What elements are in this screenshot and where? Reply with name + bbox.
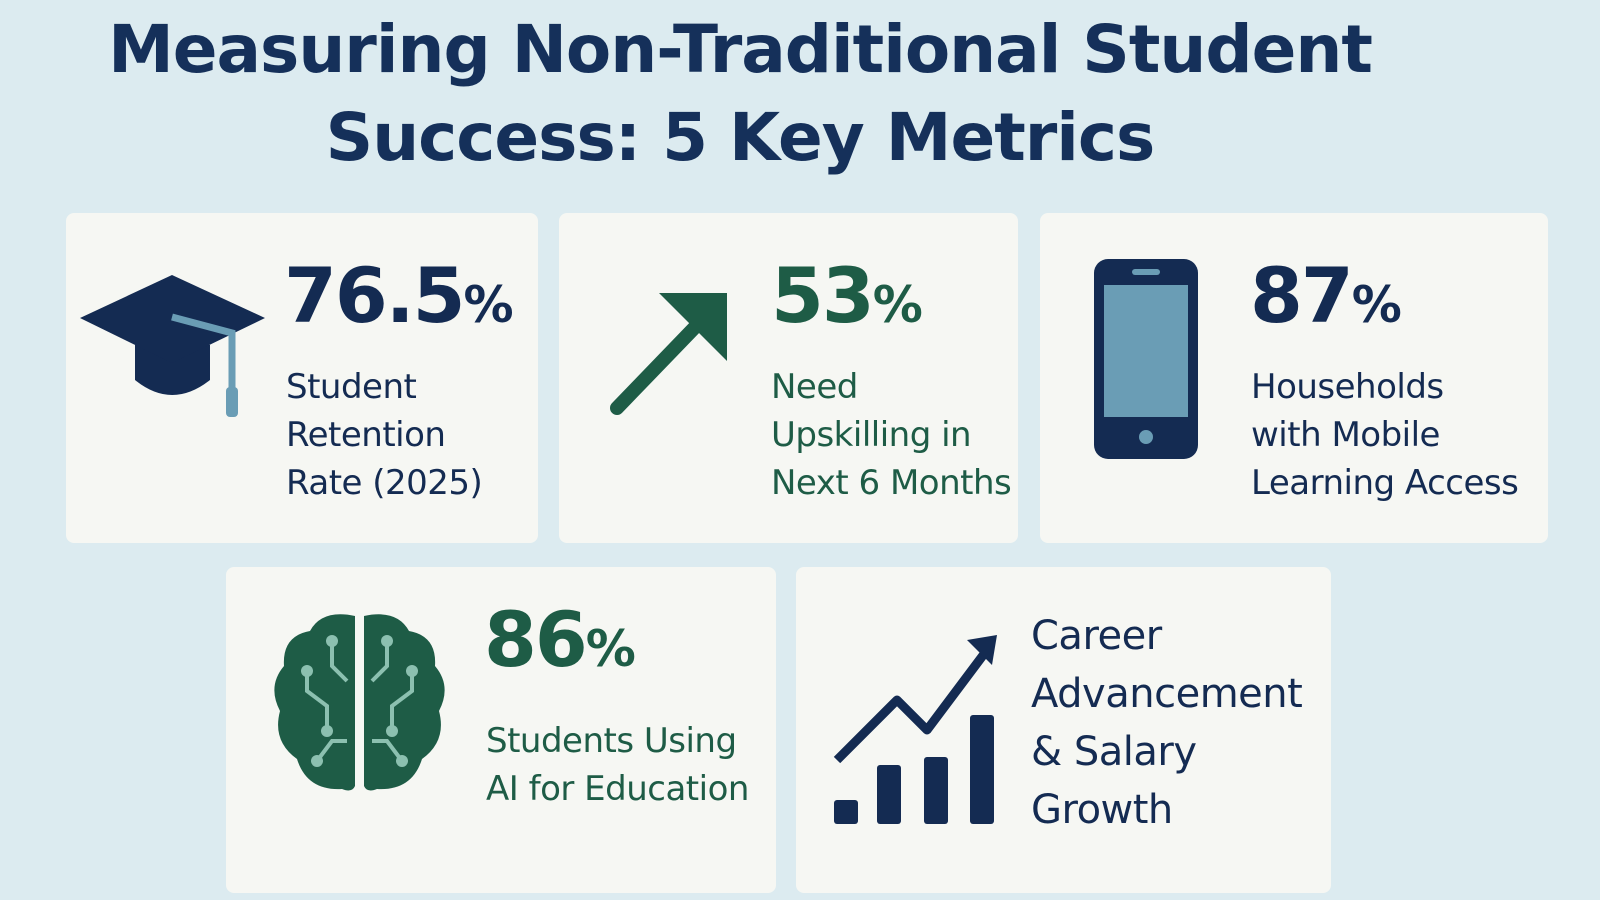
metric-value: 87% bbox=[1250, 251, 1402, 340]
metric-card-retention: 76.5% Student Retention Rate (2025) bbox=[66, 213, 538, 543]
metric-label: Households with Mobile Learning Access bbox=[1251, 367, 1519, 503]
metric-card-career-growth: Career Advancement & Salary Growth bbox=[796, 567, 1331, 893]
smartphone-icon bbox=[1094, 259, 1198, 459]
bar-chart-growth-icon bbox=[833, 635, 997, 824]
metric-label: Student Retention Rate (2025) bbox=[286, 367, 483, 503]
title-line-1: Measuring Non-Traditional Student bbox=[108, 11, 1373, 88]
page-title: Measuring Non-Traditional Student Succes… bbox=[80, 6, 1400, 182]
metric-value: 76.5% bbox=[284, 251, 514, 340]
metric-value: 86% bbox=[484, 595, 636, 684]
metric-value: 53% bbox=[771, 251, 923, 340]
metric-label: Need Upskilling in Next 6 Months bbox=[771, 367, 1012, 503]
metric-card-mobile-access: 87% Households with Mobile Learning Access bbox=[1040, 213, 1548, 543]
metric-label: Students Using AI for Education bbox=[486, 721, 749, 809]
graduation-cap-icon bbox=[80, 275, 265, 417]
ai-brain-icon bbox=[274, 614, 445, 791]
title-line-2: Success: 5 Key Metrics bbox=[325, 99, 1156, 176]
metric-label: Career Advancement & Salary Growth bbox=[1031, 613, 1303, 833]
arrow-up-right-icon bbox=[610, 293, 727, 415]
metric-card-upskilling: 53% Need Upskilling in Next 6 Months bbox=[559, 213, 1018, 543]
metric-card-ai-usage: 86% Students Using AI for Education bbox=[226, 567, 776, 893]
